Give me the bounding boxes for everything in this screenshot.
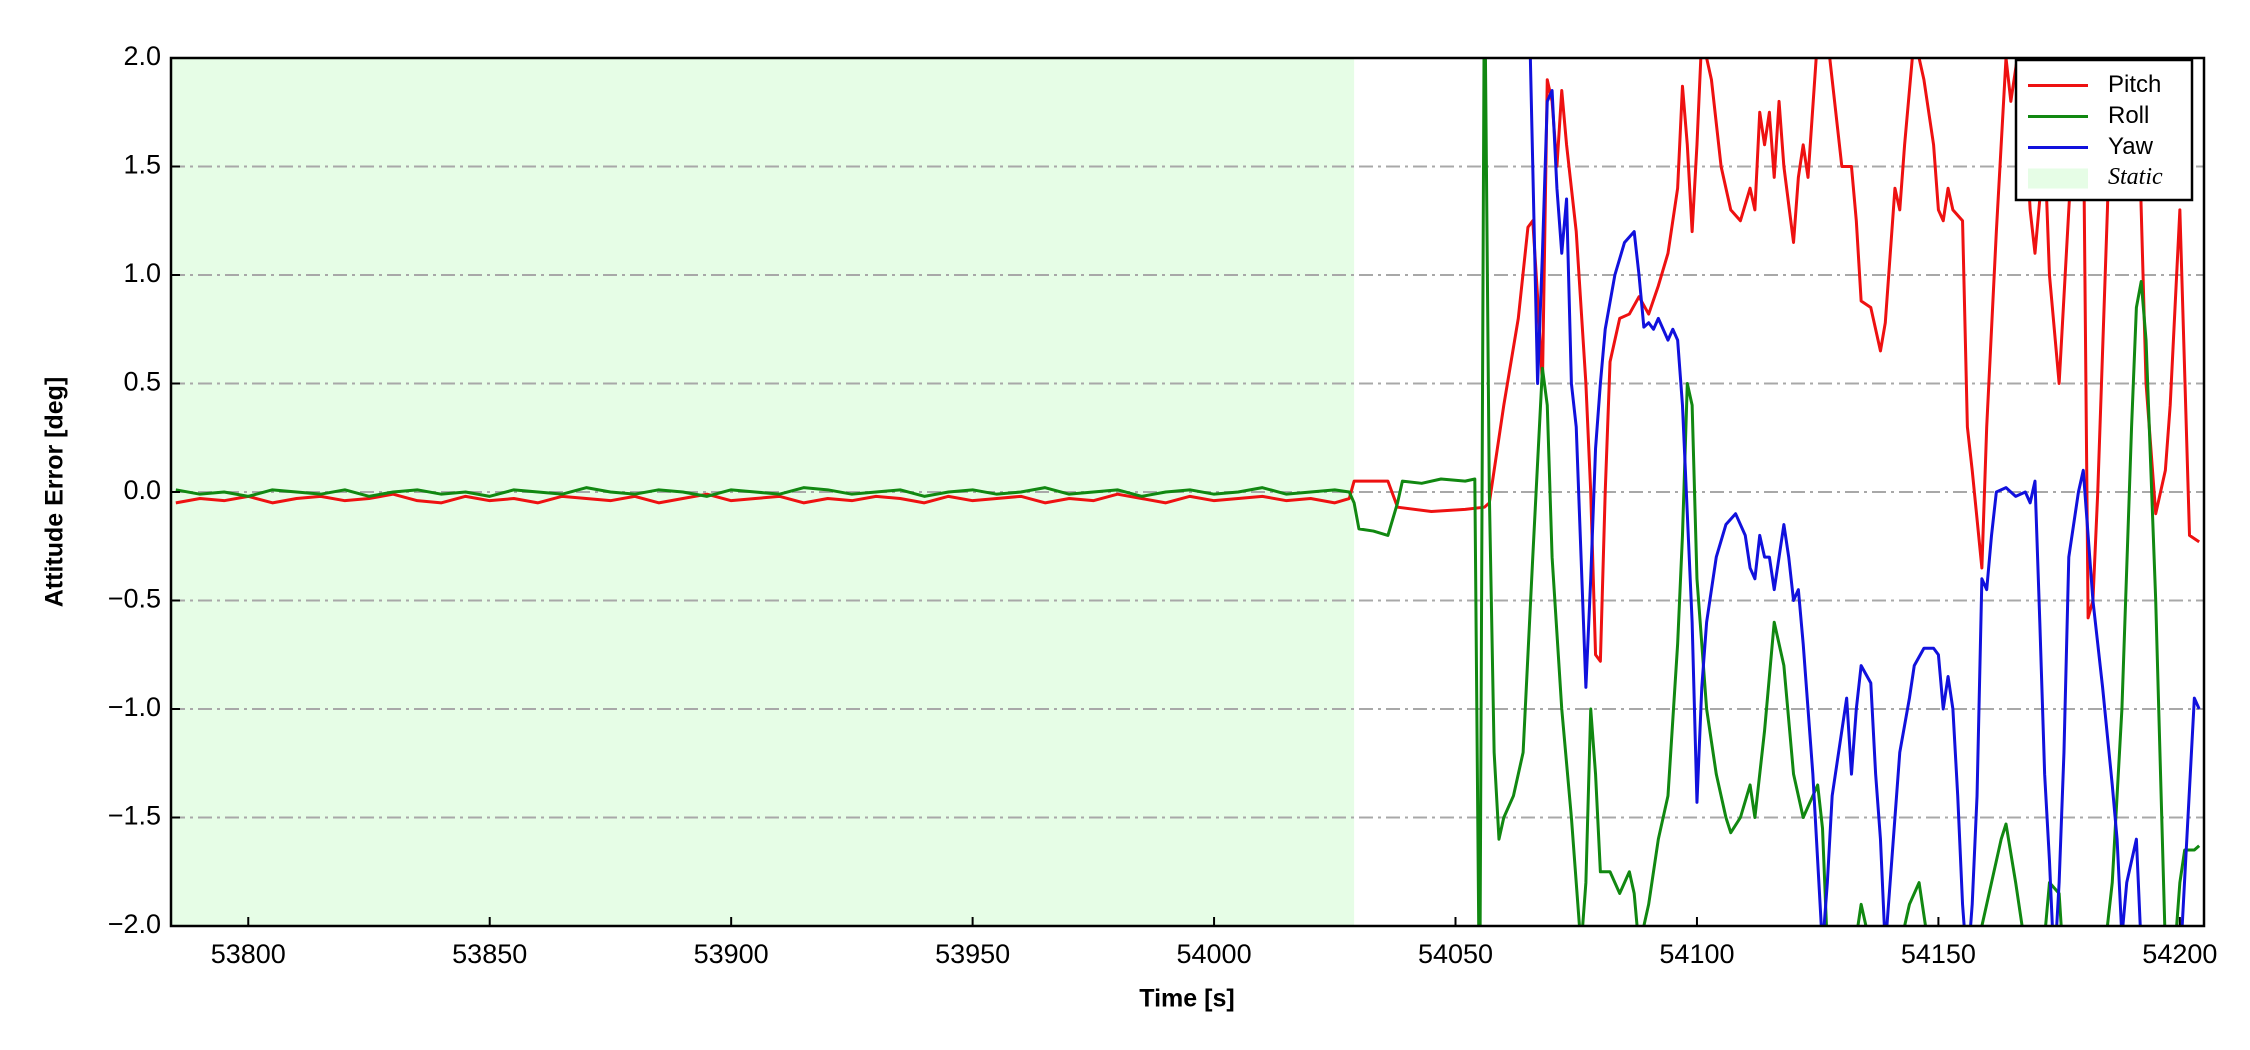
x-tick-label: 53900 — [694, 939, 769, 969]
y-tick-label: −2.0 — [108, 909, 161, 939]
plot-frame — [169, 56, 2206, 928]
y-tick-label: −1.5 — [108, 801, 161, 831]
x-axis-label: Time [s] — [1139, 985, 1234, 1013]
y-tick-label: −0.5 — [108, 584, 161, 614]
line-layer — [175, 58, 2201, 926]
legend-label: Roll — [2108, 102, 2149, 129]
x-tick-label: 54000 — [1177, 939, 1252, 969]
legend: Pitch Roll Yaw Static — [2014, 58, 2194, 202]
series-line — [1528, 58, 2201, 926]
x-tick-label: 54200 — [2142, 939, 2217, 969]
x-tick-label: 54050 — [1418, 939, 1493, 969]
legend-swatch — [2028, 168, 2088, 189]
y-tick-label: 2.0 — [123, 41, 161, 71]
y-axis-label: Attitude Error [deg] — [41, 377, 69, 608]
series-line — [175, 58, 2201, 663]
x-tick-label: 53950 — [935, 939, 1010, 969]
x-tick-label: 54100 — [1659, 939, 1734, 969]
axis-layer: −2.0 −1.5 −1.0 −0.5 0.0 0.5 1.0 1.5 2.0 53800 5385… — [108, 41, 2218, 969]
y-tick-label: 0.5 — [123, 367, 161, 397]
series-line — [175, 58, 2201, 926]
y-tick-label: 0.0 — [123, 475, 161, 505]
legend-label: Yaw — [2108, 133, 2154, 160]
x-tick-label: 53850 — [452, 939, 527, 969]
y-tick-label: 1.0 — [123, 258, 161, 288]
x-tick-label: 53800 — [211, 939, 286, 969]
legend-label: Pitch — [2108, 71, 2161, 98]
x-tick-label: 54150 — [1901, 939, 1976, 969]
y-tick-label: −1.0 — [108, 692, 161, 722]
y-tick-label: 1.5 — [123, 150, 161, 180]
legend-label: Static — [2108, 164, 2163, 190]
